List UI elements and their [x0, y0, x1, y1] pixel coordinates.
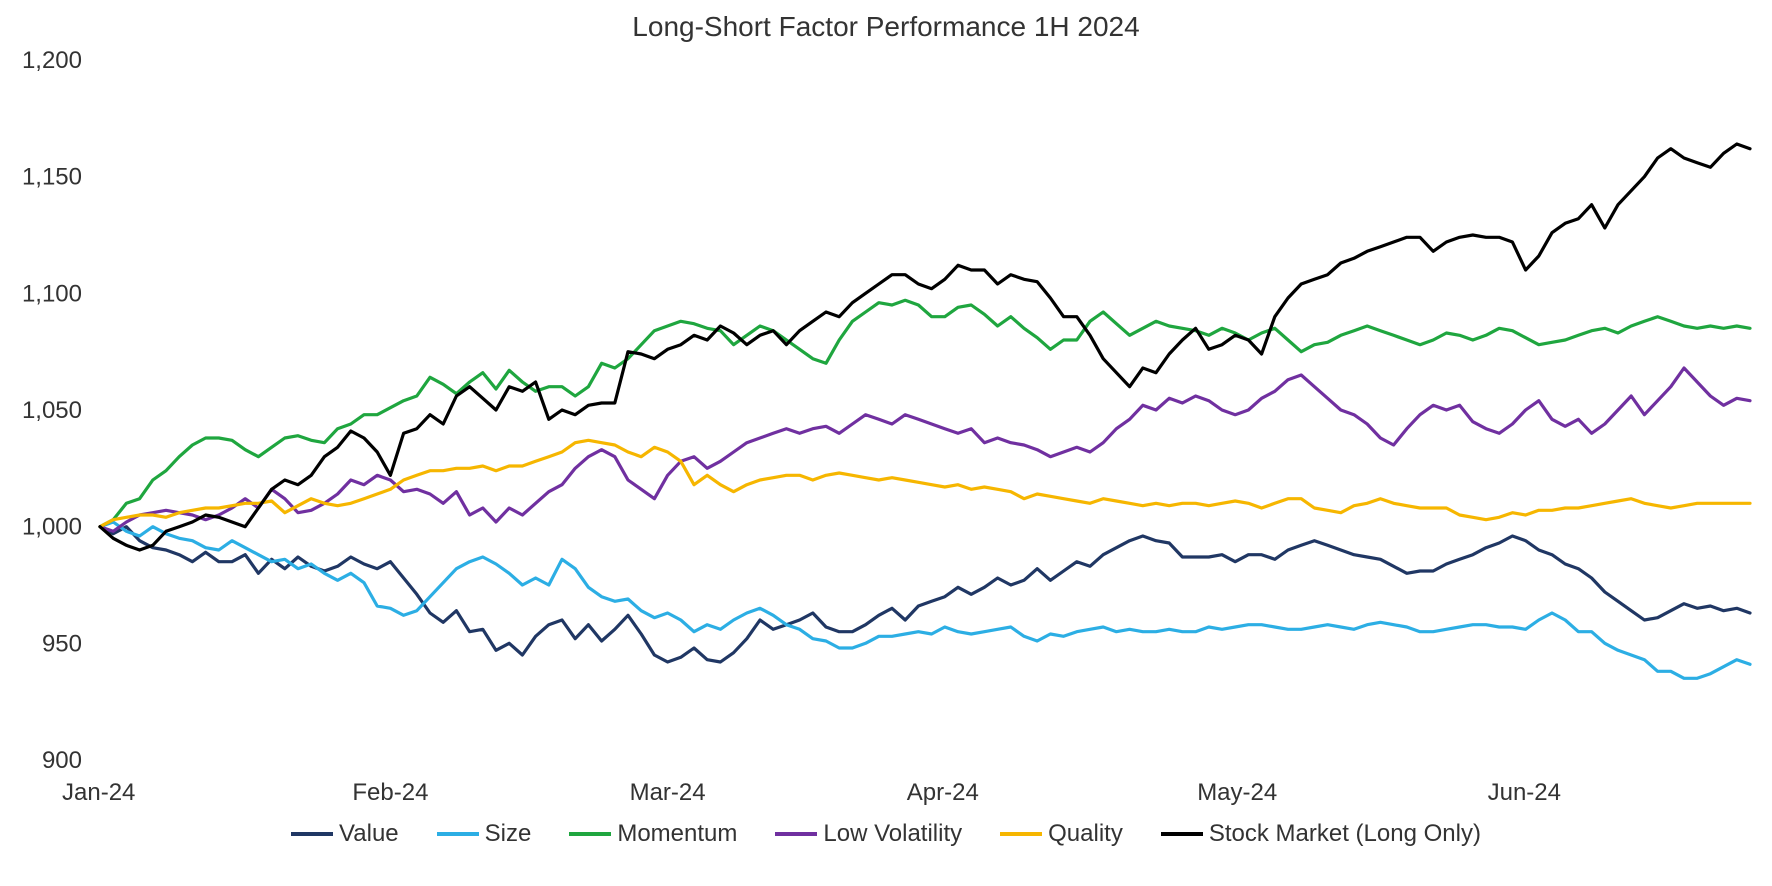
- legend-label: Quality: [1048, 820, 1123, 848]
- y-tick-label: 1,050: [22, 397, 82, 424]
- legend-item-value: Value: [291, 820, 399, 848]
- legend-swatch: [1000, 832, 1042, 836]
- x-tick-label: Mar-24: [630, 779, 706, 806]
- y-tick-label: 1,150: [22, 164, 82, 191]
- y-tick-label: 1,000: [22, 514, 82, 541]
- y-tick-label: 1,100: [22, 280, 82, 307]
- legend-label: Low Volatility: [823, 820, 962, 848]
- x-tick-label: Feb-24: [352, 779, 428, 806]
- y-tick-label: 950: [42, 630, 82, 657]
- legend-swatch: [569, 832, 611, 836]
- legend-item-quality: Quality: [1000, 820, 1123, 848]
- legend-label: Stock Market (Long Only): [1209, 820, 1481, 848]
- legend-label: Size: [485, 820, 532, 848]
- legend-label: Value: [339, 820, 399, 848]
- series-low-volatility: [100, 368, 1750, 531]
- x-tick-label: May-24: [1197, 779, 1277, 806]
- series-value: [100, 527, 1750, 662]
- legend-item-stock-market-long-only-: Stock Market (Long Only): [1161, 820, 1481, 848]
- legend-item-momentum: Momentum: [569, 820, 737, 848]
- legend-swatch: [437, 832, 479, 836]
- legend-item-low-volatility: Low Volatility: [775, 820, 962, 848]
- legend-item-size: Size: [437, 820, 532, 848]
- x-tick-label: Apr-24: [907, 779, 979, 806]
- legend-swatch: [291, 832, 333, 836]
- series-size: [100, 522, 1750, 678]
- chart-legend: Value Size Momentum Low Volatility Quality St…: [0, 820, 1772, 848]
- x-tick-label: Jun-24: [1488, 779, 1561, 806]
- y-tick-label: 1,200: [22, 47, 82, 74]
- legend-swatch: [775, 832, 817, 836]
- factor-performance-chart: Long-Short Factor Performance 1H 2024 900…: [0, 0, 1772, 886]
- chart-title: Long-Short Factor Performance 1H 2024: [632, 11, 1139, 42]
- y-tick-label: 900: [42, 747, 82, 774]
- legend-swatch: [1161, 832, 1203, 836]
- chart-svg: Long-Short Factor Performance 1H 2024 900…: [0, 0, 1772, 886]
- x-tick-label: Jan-24: [62, 779, 135, 806]
- series-momentum: [100, 300, 1750, 526]
- series-stock-market-long-only-: [100, 144, 1750, 550]
- legend-label: Momentum: [617, 820, 737, 848]
